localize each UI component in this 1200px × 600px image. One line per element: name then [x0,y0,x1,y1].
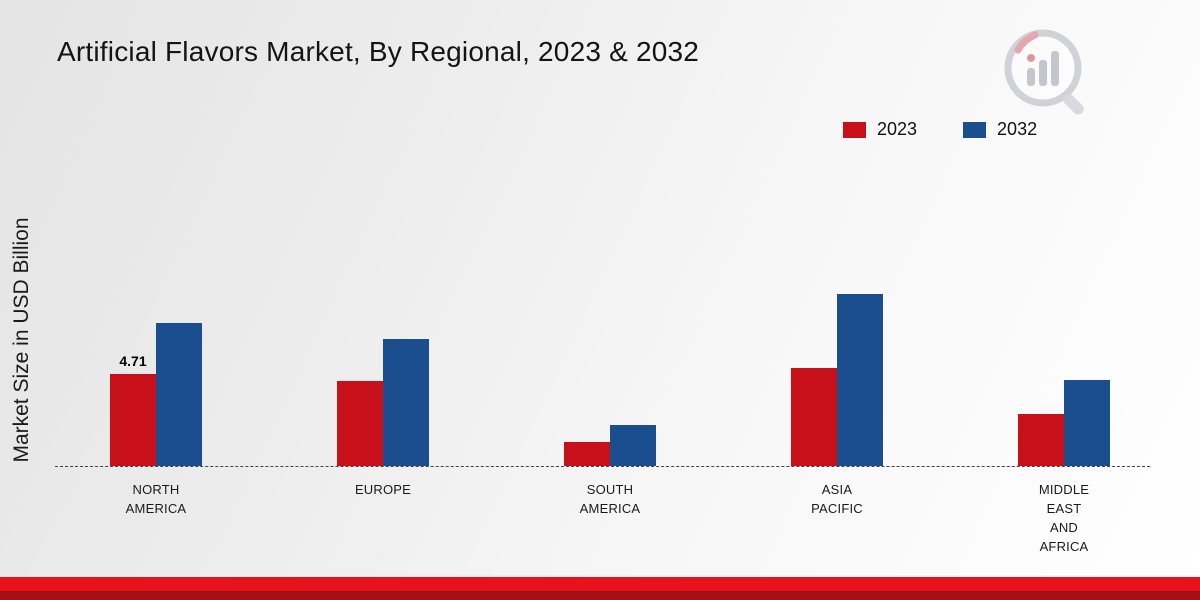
bar-2023-middle-east-and-africa [1018,414,1064,466]
market-research-future-logo [1004,29,1084,115]
footer-red-band-bottom [0,591,1200,600]
bar-value-label-2023: 4.71 [119,353,147,369]
category-label-europe: EUROPE [354,482,412,497]
category-label-north-america: NORTH AMERICA [125,482,187,516]
legend-item-2032: 2032 [963,119,1037,140]
logo-magnifier-handle [1063,94,1084,115]
bar-2032-asia-pacific [837,294,883,466]
category-label-south-america: SOUTH AMERICA [579,482,641,516]
bar-2032-north-america [156,323,202,466]
legend-label-2023: 2023 [877,119,918,139]
logo-bar-1 [1027,68,1035,86]
footer-red-band-top [0,577,1200,591]
legend-item-2023: 2023 [843,119,917,140]
bar-2023-north-america [110,374,156,466]
bar-2032-middle-east-and-africa [1064,380,1110,466]
category-label-middle-east-and-africa: MIDDLE EAST AND AFRICA [1038,482,1090,554]
bar-2032-europe [383,339,429,466]
legend-swatch-2023 [843,121,866,138]
logo-red-arc [1014,31,1039,54]
logo-bar-3 [1051,51,1059,86]
logo-bar-2 [1039,60,1047,86]
legend: 2023 2032 [843,119,1069,140]
x-axis-baseline [55,466,1150,467]
bar-2023-south-america [564,442,610,466]
category-label-asia-pacific: ASIA PACIFIC [811,482,863,516]
legend-swatch-2032 [963,121,987,138]
chart-title: Artificial Flavors Market, By Regional, … [57,36,700,67]
legend-label-2032: 2032 [997,119,1038,139]
logo-red-dot [1027,54,1035,62]
y-axis-label: Market Size in USD Billion [10,217,33,463]
bar-2032-south-america [610,425,656,466]
bar-2023-asia-pacific [791,368,837,466]
bar-2023-europe [337,381,383,466]
